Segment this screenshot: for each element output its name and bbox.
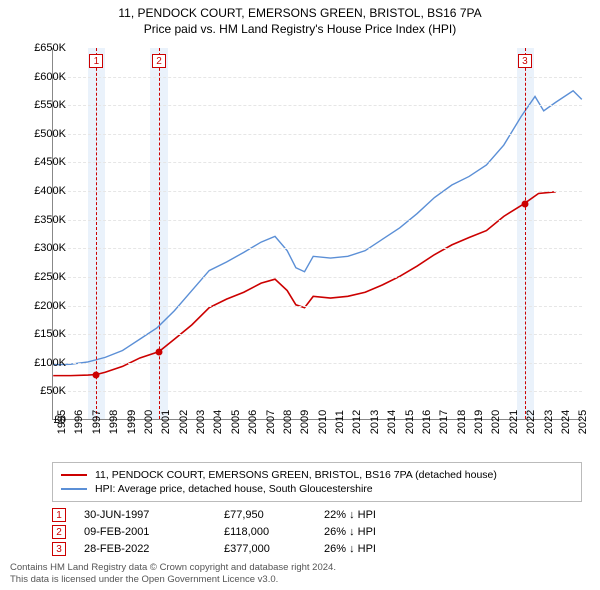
- y-tick-label: £650K: [16, 42, 66, 54]
- marker-vline: [96, 48, 97, 419]
- x-tick-label: 1997: [91, 410, 103, 434]
- marker-vline: [159, 48, 160, 419]
- y-tick-label: £600K: [16, 71, 66, 83]
- y-tick-label: £50K: [16, 385, 66, 397]
- x-tick-label: 2022: [525, 410, 537, 434]
- sales-price: £377,000: [224, 543, 324, 555]
- x-tick-label: 2019: [473, 410, 485, 434]
- x-tick-label: 2014: [386, 410, 398, 434]
- y-tick-label: £550K: [16, 99, 66, 111]
- x-tick-label: 2018: [456, 410, 468, 434]
- x-tick-label: 2000: [143, 410, 155, 434]
- x-tick-label: 2006: [247, 410, 259, 434]
- footer-line-1: Contains HM Land Registry data © Crown c…: [10, 562, 336, 574]
- x-tick-label: 2021: [508, 410, 520, 434]
- x-tick-label: 2001: [160, 410, 172, 434]
- gridline: [53, 334, 582, 335]
- sales-date: 09-FEB-2001: [84, 526, 224, 538]
- title-line-1: 11, PENDOCK COURT, EMERSONS GREEN, BRIST…: [0, 6, 600, 20]
- y-tick-label: £250K: [16, 271, 66, 283]
- x-tick-label: 2013: [369, 410, 381, 434]
- gridline: [53, 220, 582, 221]
- sales-row: 3 28-FEB-2022£377,00026% ↓ HPI: [52, 542, 582, 556]
- y-tick-label: £350K: [16, 214, 66, 226]
- x-tick-label: 2011: [334, 410, 346, 434]
- gridline: [53, 105, 582, 106]
- sales-diff: 26% ↓ HPI: [324, 526, 444, 538]
- legend-swatch: [61, 488, 87, 490]
- x-tick-label: 1995: [56, 410, 68, 434]
- x-tick-label: 2017: [438, 410, 450, 434]
- x-tick-label: 2012: [351, 410, 363, 434]
- x-tick-label: 2023: [543, 410, 555, 434]
- sales-date: 30-JUN-1997: [84, 509, 224, 521]
- legend-label: HPI: Average price, detached house, Sout…: [95, 483, 373, 495]
- legend-swatch: [61, 474, 87, 476]
- x-tick-label: 2020: [490, 410, 502, 434]
- y-tick-label: £200K: [16, 300, 66, 312]
- marker-label: 1: [89, 54, 103, 68]
- sales-row: 1 30-JUN-1997£77,95022% ↓ HPI: [52, 508, 582, 522]
- gridline: [53, 191, 582, 192]
- sale-point: [156, 349, 163, 356]
- y-tick-label: £450K: [16, 156, 66, 168]
- marker-label: 2: [152, 54, 166, 68]
- x-tick-label: 1999: [126, 410, 138, 434]
- gridline: [53, 306, 582, 307]
- x-tick-label: 2016: [421, 410, 433, 434]
- gridline: [53, 162, 582, 163]
- series-line: [53, 91, 582, 365]
- x-tick-label: 2007: [265, 410, 277, 434]
- sales-table: 1 30-JUN-1997£77,95022% ↓ HPI 2 09-FEB-2001…: [52, 505, 582, 559]
- y-tick-label: £500K: [16, 128, 66, 140]
- sales-row: 2 09-FEB-2001£118,00026% ↓ HPI: [52, 525, 582, 539]
- marker-vline: [525, 48, 526, 419]
- x-tick-label: 2002: [178, 410, 190, 434]
- footer-line-2: This data is licensed under the Open Gov…: [10, 574, 336, 586]
- y-tick-label: £100K: [16, 357, 66, 369]
- sales-row-marker: 3: [52, 542, 66, 556]
- gridline: [53, 391, 582, 392]
- x-tick-label: 2010: [317, 410, 329, 434]
- sales-diff: 22% ↓ HPI: [324, 509, 444, 521]
- sales-price: £77,950: [224, 509, 324, 521]
- sales-date: 28-FEB-2022: [84, 543, 224, 555]
- x-tick-label: 2005: [230, 410, 242, 434]
- legend-row: 11, PENDOCK COURT, EMERSONS GREEN, BRIST…: [61, 469, 573, 481]
- marker-label: 3: [518, 54, 532, 68]
- x-tick-label: 1996: [73, 410, 85, 434]
- y-tick-label: £400K: [16, 185, 66, 197]
- gridline: [53, 277, 582, 278]
- legend-label: 11, PENDOCK COURT, EMERSONS GREEN, BRIST…: [95, 469, 497, 481]
- sales-price: £118,000: [224, 526, 324, 538]
- x-tick-label: 2004: [212, 410, 224, 434]
- gridline: [53, 363, 582, 364]
- sales-row-marker: 2: [52, 525, 66, 539]
- y-tick-label: £150K: [16, 328, 66, 340]
- gridline: [53, 134, 582, 135]
- sales-row-marker: 1: [52, 508, 66, 522]
- title-line-2: Price paid vs. HM Land Registry's House …: [0, 22, 600, 36]
- chart-titles: 11, PENDOCK COURT, EMERSONS GREEN, BRIST…: [0, 0, 600, 36]
- sale-point: [521, 201, 528, 208]
- x-tick-label: 2003: [195, 410, 207, 434]
- sale-point: [93, 372, 100, 379]
- legend-row: HPI: Average price, detached house, Sout…: [61, 483, 573, 495]
- x-tick-label: 2015: [404, 410, 416, 434]
- x-tick-label: 2025: [577, 410, 589, 434]
- x-tick-label: 1998: [108, 410, 120, 434]
- gridline: [53, 77, 582, 78]
- attribution-footer: Contains HM Land Registry data © Crown c…: [10, 562, 336, 586]
- x-tick-label: 2024: [560, 410, 572, 434]
- y-tick-label: £300K: [16, 242, 66, 254]
- legend: 11, PENDOCK COURT, EMERSONS GREEN, BRIST…: [52, 462, 582, 502]
- gridline: [53, 248, 582, 249]
- sales-diff: 26% ↓ HPI: [324, 543, 444, 555]
- x-tick-label: 2008: [282, 410, 294, 434]
- plot-area: 1 2 3: [52, 48, 582, 420]
- x-tick-label: 2009: [299, 410, 311, 434]
- chart-container: 11, PENDOCK COURT, EMERSONS GREEN, BRIST…: [0, 0, 600, 590]
